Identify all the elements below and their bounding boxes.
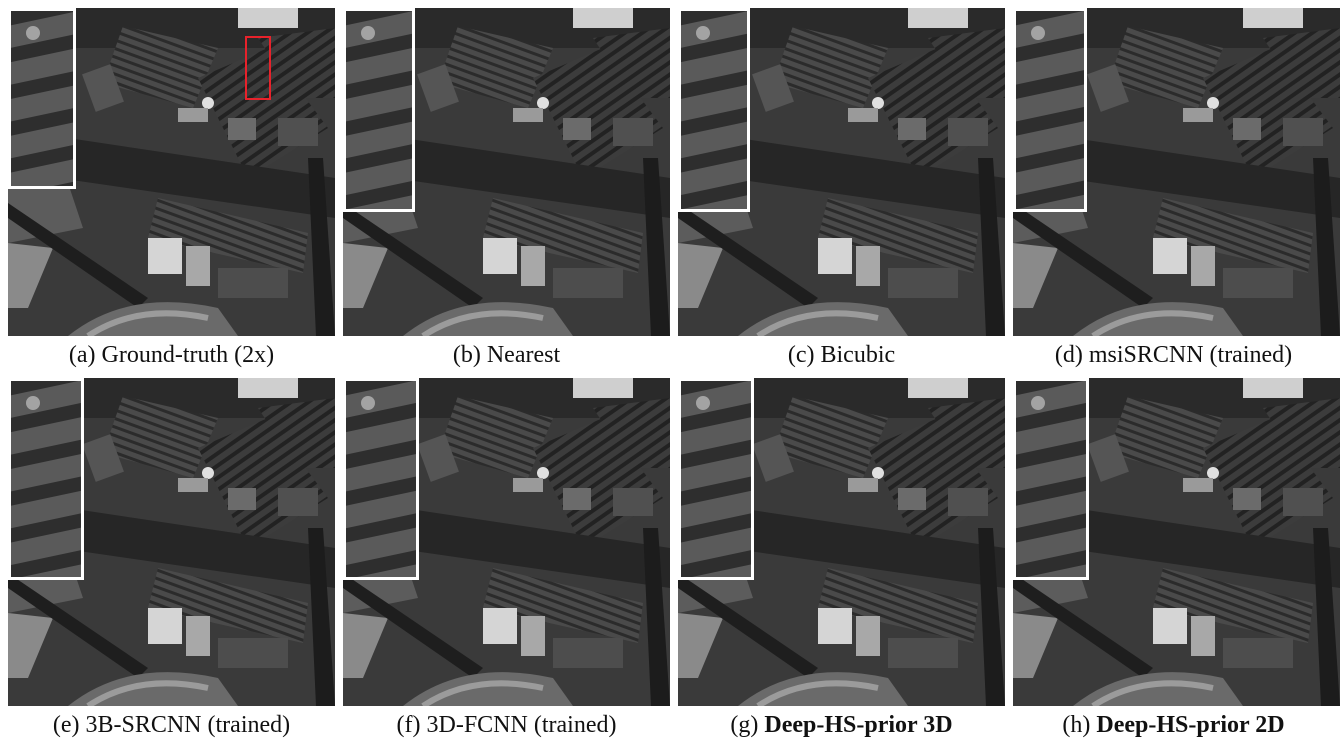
image-panel-g bbox=[678, 378, 1005, 706]
zoom-inset-g bbox=[678, 378, 754, 580]
image-panel-d bbox=[1013, 8, 1340, 336]
zoom-inset-d bbox=[1013, 8, 1087, 212]
zoom-inset-h bbox=[1013, 378, 1089, 580]
image-panel-e bbox=[8, 378, 335, 706]
zoom-inset-e bbox=[8, 378, 84, 580]
image-panel-a bbox=[8, 8, 335, 336]
highlight-box bbox=[245, 36, 271, 100]
image-panel-c bbox=[678, 8, 1005, 336]
caption-e: (e) 3B-SRCNN (trained) bbox=[52, 712, 291, 738]
caption-a: (a) Ground-truth (2x) bbox=[68, 342, 275, 368]
zoom-inset-b bbox=[343, 8, 415, 212]
zoom-inset-f bbox=[343, 378, 419, 580]
caption-c: (c) Bicubic bbox=[787, 342, 896, 368]
caption-f: (f) 3D-FCNN (trained) bbox=[396, 712, 617, 738]
image-panel-b bbox=[343, 8, 670, 336]
caption-h: (h) Deep-HS-prior 2D bbox=[1062, 712, 1285, 738]
zoom-inset-a bbox=[8, 8, 76, 189]
zoom-inset-c bbox=[678, 8, 750, 212]
image-panel-h bbox=[1013, 378, 1340, 706]
caption-d: (d) msiSRCNN (trained) bbox=[1054, 342, 1293, 368]
caption-g: (g) Deep-HS-prior 3D bbox=[730, 712, 953, 738]
caption-b: (b) Nearest bbox=[452, 342, 561, 368]
image-panel-f bbox=[343, 378, 670, 706]
